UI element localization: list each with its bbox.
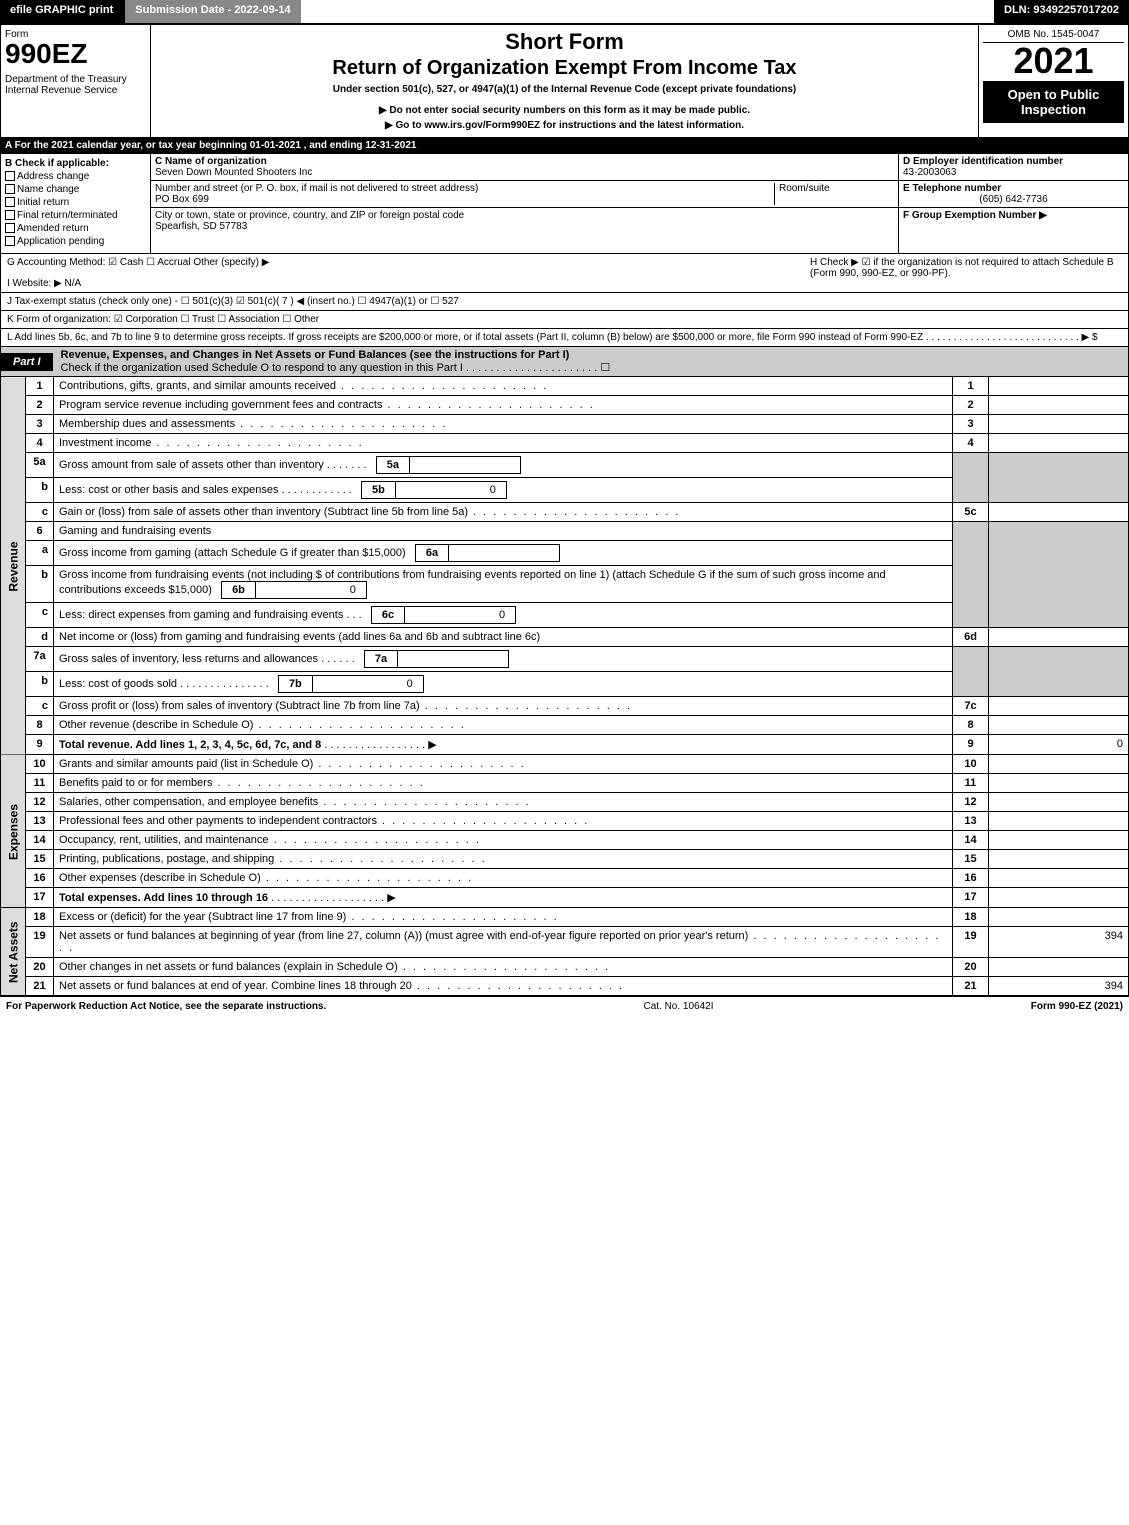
- part-1-title: Revenue, Expenses, and Changes in Net As…: [61, 349, 570, 361]
- footer-left: For Paperwork Reduction Act Notice, see …: [6, 1001, 326, 1012]
- expenses-label: Expenses: [1, 755, 26, 908]
- line-21: Net assets or fund balances at end of ye…: [54, 977, 953, 996]
- footer-catno: Cat. No. 10642I: [326, 1001, 1030, 1012]
- goto-link[interactable]: ▶ Go to www.irs.gov/Form990EZ for instru…: [159, 118, 970, 133]
- line-5c: Gain or (loss) from sale of assets other…: [54, 503, 953, 522]
- netassets-label: Net Assets: [1, 908, 26, 996]
- dept-label: Department of the Treasury Internal Reve…: [5, 74, 146, 96]
- room-suite-label: Room/suite: [774, 183, 894, 205]
- line-5b: Less: cost or other basis and sales expe…: [54, 478, 953, 503]
- efile-print-button[interactable]: efile GRAPHIC print: [0, 0, 125, 23]
- chk-address-change[interactable]: Address change: [5, 171, 146, 182]
- b-head: B Check if applicable:: [5, 158, 146, 169]
- org-address: PO Box 699: [155, 194, 209, 205]
- line-6a: Gross income from gaming (attach Schedul…: [54, 541, 953, 566]
- line-10: Grants and similar amounts paid (list in…: [54, 755, 953, 774]
- top-bar: efile GRAPHIC print Submission Date - 20…: [0, 0, 1129, 24]
- c-city-label: City or town, state or province, country…: [155, 210, 464, 221]
- section-BCDEF: B Check if applicable: Address change Na…: [0, 154, 1129, 254]
- line-6c: Less: direct expenses from gaming and fu…: [54, 603, 953, 628]
- line-12: Salaries, other compensation, and employ…: [54, 793, 953, 812]
- open-public-box: Open to Public Inspection: [983, 81, 1124, 123]
- org-name: Seven Down Mounted Shooters Inc: [155, 167, 312, 178]
- line-15: Printing, publications, postage, and shi…: [54, 850, 953, 869]
- line-9: Total revenue. Add lines 1, 2, 3, 4, 5c,…: [54, 735, 953, 755]
- line-19: Net assets or fund balances at beginning…: [54, 927, 953, 958]
- line-18: Excess or (deficit) for the year (Subtra…: [54, 908, 953, 927]
- line-3: Membership dues and assessments: [54, 415, 953, 434]
- section-DEF: D Employer identification number 43-2003…: [898, 154, 1128, 253]
- l-gross-receipts: L Add lines 5b, 6c, and 7b to line 9 to …: [0, 329, 1129, 347]
- line-2: Program service revenue including govern…: [54, 396, 953, 415]
- section-A: A For the 2021 calendar year, or tax yea…: [0, 138, 1129, 154]
- part-1-sub: Check if the organization used Schedule …: [61, 362, 611, 374]
- chk-name-change[interactable]: Name change: [5, 184, 146, 195]
- short-form-title: Short Form: [159, 29, 970, 55]
- h-check: H Check ▶ ☑ if the organization is not r…: [802, 257, 1122, 289]
- line-7b: Less: cost of goods sold . . . . . . . .…: [54, 672, 953, 697]
- g-accounting: G Accounting Method: ☑ Cash ☐ Accrual Ot…: [7, 257, 802, 268]
- part-1-table: Revenue 1Contributions, gifts, grants, a…: [0, 377, 1129, 996]
- c-addr-label: Number and street (or P. O. box, if mail…: [155, 183, 478, 194]
- j-tax-exempt: J Tax-exempt status (check only one) - ☐…: [0, 293, 1129, 311]
- line-6: Gaming and fundraising events: [54, 522, 953, 541]
- page-footer: For Paperwork Reduction Act Notice, see …: [0, 996, 1129, 1016]
- part-1-header: Part I Revenue, Expenses, and Changes in…: [0, 347, 1129, 377]
- e-label: E Telephone number: [903, 183, 1001, 194]
- k-org-form: K Form of organization: ☑ Corporation ☐ …: [0, 311, 1129, 329]
- dln-label: DLN: 93492257017202: [994, 0, 1129, 23]
- ein-value: 43-2003063: [903, 167, 956, 178]
- revenue-label: Revenue: [1, 377, 26, 755]
- section-GH: G Accounting Method: ☑ Cash ☐ Accrual Ot…: [0, 254, 1129, 293]
- line-7a: Gross sales of inventory, less returns a…: [54, 647, 953, 672]
- section-C: C Name of organization Seven Down Mounte…: [151, 154, 898, 253]
- return-title: Return of Organization Exempt From Incom…: [159, 57, 970, 80]
- tax-year: 2021: [983, 43, 1124, 79]
- ssn-warning: ▶ Do not enter social security numbers o…: [159, 103, 970, 118]
- footer-formref: Form 990-EZ (2021): [1031, 1001, 1123, 1012]
- line-6b: Gross income from fundraising events (no…: [54, 566, 953, 603]
- line-5a: Gross amount from sale of assets other t…: [54, 453, 953, 478]
- line-6d: Net income or (loss) from gaming and fun…: [54, 628, 953, 647]
- line-8: Other revenue (describe in Schedule O): [54, 716, 953, 735]
- org-city: Spearfish, SD 57783: [155, 221, 247, 232]
- submission-date: Submission Date - 2022-09-14: [125, 0, 300, 23]
- d-label: D Employer identification number: [903, 156, 1063, 167]
- line-17: Total expenses. Add lines 10 through 16 …: [54, 888, 953, 908]
- line-16: Other expenses (describe in Schedule O): [54, 869, 953, 888]
- chk-amended-return[interactable]: Amended return: [5, 223, 146, 234]
- i-website: I Website: ▶ N/A: [7, 278, 802, 289]
- part-1-tab: Part I: [1, 353, 53, 371]
- line-4: Investment income: [54, 434, 953, 453]
- chk-final-return[interactable]: Final return/terminated: [5, 210, 146, 221]
- line-13: Professional fees and other payments to …: [54, 812, 953, 831]
- form-number: 990EZ: [5, 40, 146, 68]
- form-header: Form 990EZ Department of the Treasury In…: [0, 24, 1129, 138]
- line-11: Benefits paid to or for members: [54, 774, 953, 793]
- section-B: B Check if applicable: Address change Na…: [1, 154, 151, 253]
- f-label: F Group Exemption Number ▶: [903, 210, 1047, 221]
- phone-value: (605) 642-7736: [903, 194, 1124, 205]
- line-20: Other changes in net assets or fund bala…: [54, 958, 953, 977]
- line-7c: Gross profit or (loss) from sales of inv…: [54, 697, 953, 716]
- line-14: Occupancy, rent, utilities, and maintena…: [54, 831, 953, 850]
- line-1: Contributions, gifts, grants, and simila…: [54, 377, 953, 396]
- chk-initial-return[interactable]: Initial return: [5, 197, 146, 208]
- chk-application-pending[interactable]: Application pending: [5, 236, 146, 247]
- c-name-label: C Name of organization: [155, 156, 267, 167]
- under-section: Under section 501(c), 527, or 4947(a)(1)…: [159, 84, 970, 95]
